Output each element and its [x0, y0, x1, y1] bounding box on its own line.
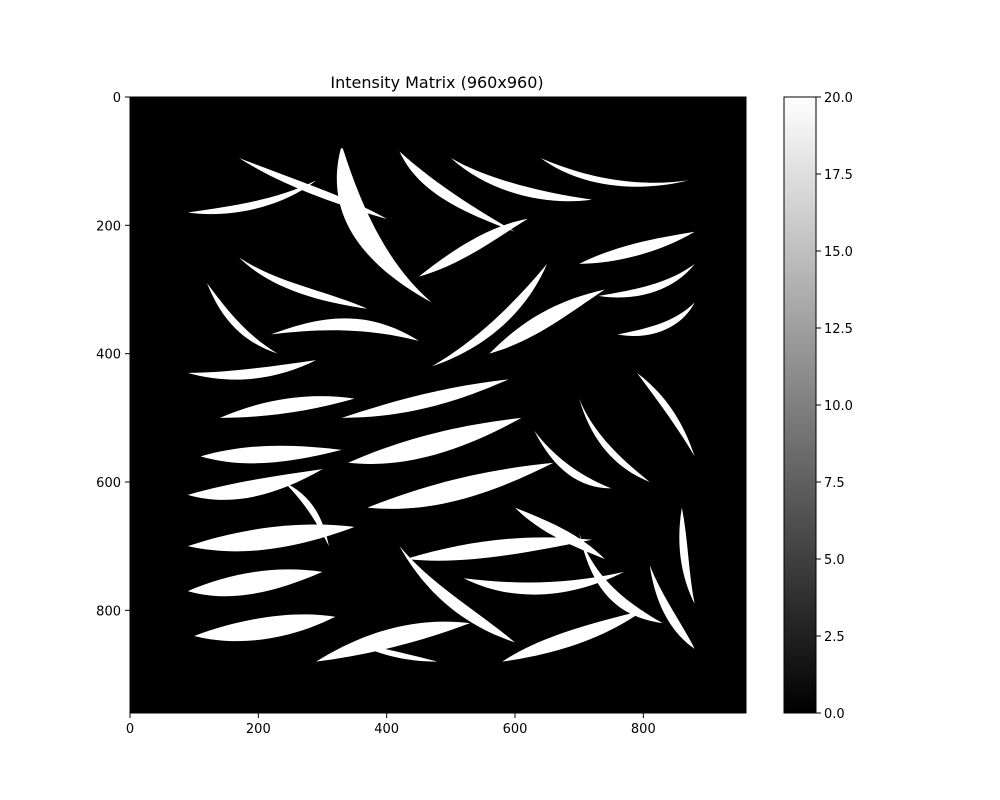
heatmap-background	[130, 97, 746, 713]
pattern-shape	[271, 318, 419, 341]
pattern-shape	[515, 507, 605, 560]
colorbar-tick-label: 20.0	[824, 91, 853, 106]
pattern-shape	[367, 462, 554, 509]
colorbar-tick-label: 5.0	[824, 553, 845, 568]
pattern-shape	[679, 507, 695, 604]
pattern-shape	[649, 565, 695, 649]
pattern-shape	[348, 417, 522, 464]
y-tick-label: 0	[113, 91, 121, 106]
x-tick-label: 0	[126, 722, 134, 737]
pattern-shape	[194, 614, 336, 642]
pattern-shape	[187, 180, 317, 215]
pattern-shape	[239, 257, 368, 309]
x-tick-label: 600	[503, 722, 528, 737]
pattern-shape	[341, 379, 509, 418]
colorbar-tick-label: 7.5	[824, 476, 845, 491]
heatmap-pattern	[187, 148, 695, 662]
y-tick-label: 400	[96, 348, 121, 363]
x-tick-label: 200	[246, 722, 271, 737]
heatmap-image	[130, 97, 746, 713]
pattern-shape	[219, 396, 355, 418]
y-axis: 0 200 400 600 800	[96, 91, 130, 619]
pattern-shape	[502, 610, 644, 662]
pattern-shape	[316, 621, 471, 662]
pattern-shape	[540, 157, 689, 187]
y-tick-label: 800	[96, 604, 121, 619]
colorbar	[783, 96, 817, 714]
colorbar-tick-label: 10.0	[824, 399, 853, 414]
y-tick-label: 200	[96, 219, 121, 234]
colorbar-tick-label: 2.5	[824, 630, 845, 645]
pattern-shape	[579, 231, 695, 264]
colorbar-tick-label: 0.0	[824, 707, 845, 722]
pattern-shape	[405, 537, 593, 561]
pattern-shape	[534, 430, 612, 489]
x-axis: 0 200 400 600 800	[126, 713, 656, 737]
y-tick-label: 600	[96, 476, 121, 491]
pattern-shape	[598, 263, 695, 298]
pattern-shape	[336, 148, 432, 303]
colorbar-tick-label: 12.5	[824, 322, 853, 337]
pattern-shapes	[187, 148, 695, 662]
pattern-shape	[187, 569, 323, 597]
pattern-shape	[489, 289, 605, 354]
pattern-shape	[579, 533, 663, 624]
pattern-shape	[187, 524, 355, 552]
pattern-shape	[463, 571, 625, 595]
pattern-shape	[450, 157, 593, 202]
pattern-shape	[617, 302, 695, 337]
pattern-shape	[187, 360, 317, 380]
heatmap-frame	[129, 96, 747, 714]
pattern-shape	[200, 445, 342, 464]
x-tick-label: 400	[374, 722, 399, 737]
pattern-shape	[354, 642, 438, 662]
colorbar-axis: 0.0 2.5 5.0 7.5 10.0 12.5 15.0 17.5 20.0	[816, 91, 853, 722]
pattern-shape	[187, 469, 323, 500]
chart-title: Intensity Matrix (960x960)	[330, 73, 543, 92]
colorbar-tick-label: 17.5	[824, 168, 853, 183]
colorbar-tick-label: 15.0	[824, 245, 853, 260]
pattern-shape	[418, 218, 528, 277]
x-tick-label: 800	[631, 722, 656, 737]
